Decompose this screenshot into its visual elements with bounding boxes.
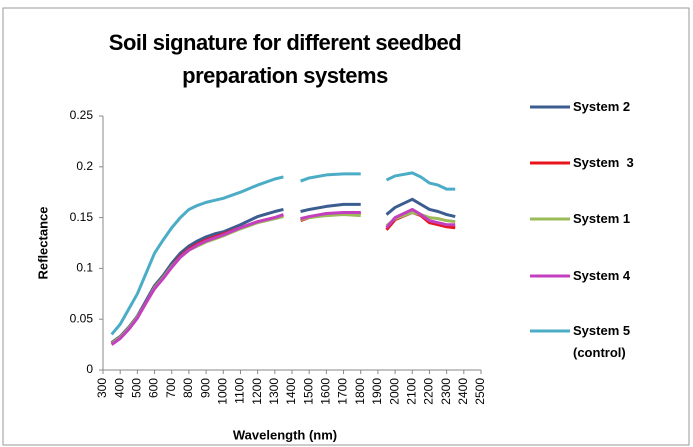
x-tick-label: 700	[164, 378, 178, 398]
y-tick-label: 0.1	[76, 261, 93, 275]
legend-label: System 2	[573, 99, 631, 114]
x-tick-label: 500	[130, 378, 144, 398]
x-tick-label: 400	[112, 378, 126, 398]
chart-title: Soil signature for different seedbed pre…	[108, 30, 462, 88]
x-tick-label: 2300	[439, 378, 453, 405]
x-tick-label: 2100	[404, 378, 418, 405]
x-tick-label: 1000	[215, 378, 229, 405]
x-tick-label: 1500	[301, 378, 315, 405]
y-axis-label: Reflectance	[35, 207, 50, 280]
series-line	[110, 197, 456, 344]
legend-label: System 4	[573, 268, 631, 283]
x-tick-label: 1100	[233, 378, 247, 404]
x-tick-label: 2400	[456, 378, 470, 405]
x-tick-label: 1900	[370, 378, 384, 405]
x-tick-label: 2200	[422, 378, 436, 405]
y-tick-label: 0.05	[70, 311, 94, 325]
legend-label: System 5 (control)	[573, 323, 634, 360]
x-tick-label: 300	[95, 378, 109, 398]
x-tick-label: 2500	[473, 378, 487, 405]
series-line	[110, 207, 456, 346]
x-tick-label: 1600	[319, 378, 333, 405]
legend-label: System 1	[573, 211, 631, 226]
x-tick-label: 900	[198, 378, 212, 398]
y-tick-label: 0	[86, 362, 93, 376]
x-tick-label: 1700	[336, 378, 350, 405]
y-tick-label: 0.15	[70, 210, 94, 224]
x-tick-label: 2000	[387, 378, 401, 405]
border	[2, 7, 690, 446]
x-tick-label: 1400	[284, 378, 298, 405]
y-tick-label: 0.25	[70, 108, 94, 122]
x-tick-label: 1200	[250, 378, 264, 405]
series-line	[110, 171, 456, 336]
x-tick-label: 600	[147, 378, 161, 398]
x-tick-label: 800	[181, 378, 195, 398]
legend-label: System 3	[573, 155, 634, 170]
y-tick-label: 0.2	[76, 159, 93, 173]
x-tick-label: 1300	[267, 378, 281, 405]
x-tick-label: 1800	[353, 378, 367, 405]
x-axis-label: Wavelength (nm)	[233, 427, 337, 442]
